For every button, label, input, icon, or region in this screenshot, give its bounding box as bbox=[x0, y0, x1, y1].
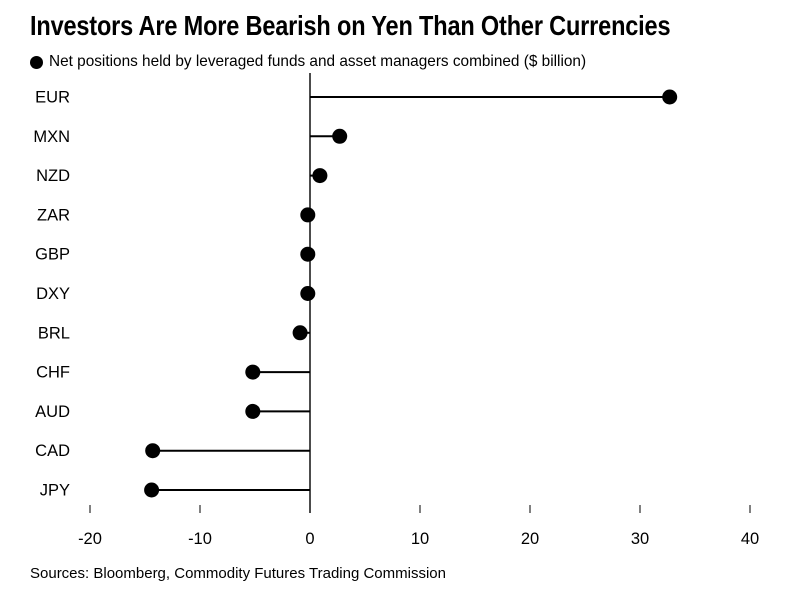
tick-label: 30 bbox=[631, 530, 649, 548]
tick-label: 0 bbox=[305, 530, 314, 548]
tick-label: 20 bbox=[521, 530, 539, 548]
category-label: ZAR bbox=[37, 206, 70, 224]
data-dot bbox=[300, 207, 316, 223]
category-label: CAD bbox=[35, 442, 70, 460]
category-label: BRL bbox=[38, 324, 70, 342]
legend-label: Net positions held by leveraged funds an… bbox=[49, 53, 587, 70]
data-dot bbox=[300, 286, 316, 301]
category-label: GBP bbox=[35, 246, 70, 264]
category-label: DXY bbox=[36, 285, 70, 303]
legend: Net positions held by leveraged funds an… bbox=[30, 53, 608, 71]
chart-title: Investors Are More Bearish on Yen Than O… bbox=[30, 10, 671, 41]
tick-label: 40 bbox=[741, 530, 759, 548]
category-label: AUD bbox=[35, 403, 70, 421]
source-text: Sources: Bloomberg, Commodity Futures Tr… bbox=[30, 565, 446, 582]
legend-marker-icon bbox=[30, 55, 43, 69]
plot-area: -20 -10 0 10 20 30 40 EUR MXN NZD ZAR GBP DXY BRL CHF A… bbox=[33, 73, 759, 548]
data-dot bbox=[300, 246, 316, 262]
data-dot bbox=[245, 403, 261, 419]
tick-label: -10 bbox=[188, 530, 212, 548]
data-dot bbox=[145, 443, 161, 459]
category-label: NZD bbox=[36, 167, 70, 185]
data-dot bbox=[245, 364, 261, 380]
category-label: CHF bbox=[36, 364, 70, 382]
data-dot bbox=[312, 168, 328, 184]
category-label: MXN bbox=[33, 128, 70, 146]
tick-label: 10 bbox=[411, 530, 429, 548]
tick-label: -20 bbox=[78, 530, 102, 548]
data-dot bbox=[662, 89, 678, 105]
category-label: JPY bbox=[40, 482, 70, 500]
category-label: EUR bbox=[35, 89, 70, 107]
data-dot bbox=[332, 128, 348, 144]
data-dot bbox=[292, 325, 308, 341]
data-dot bbox=[144, 482, 160, 498]
